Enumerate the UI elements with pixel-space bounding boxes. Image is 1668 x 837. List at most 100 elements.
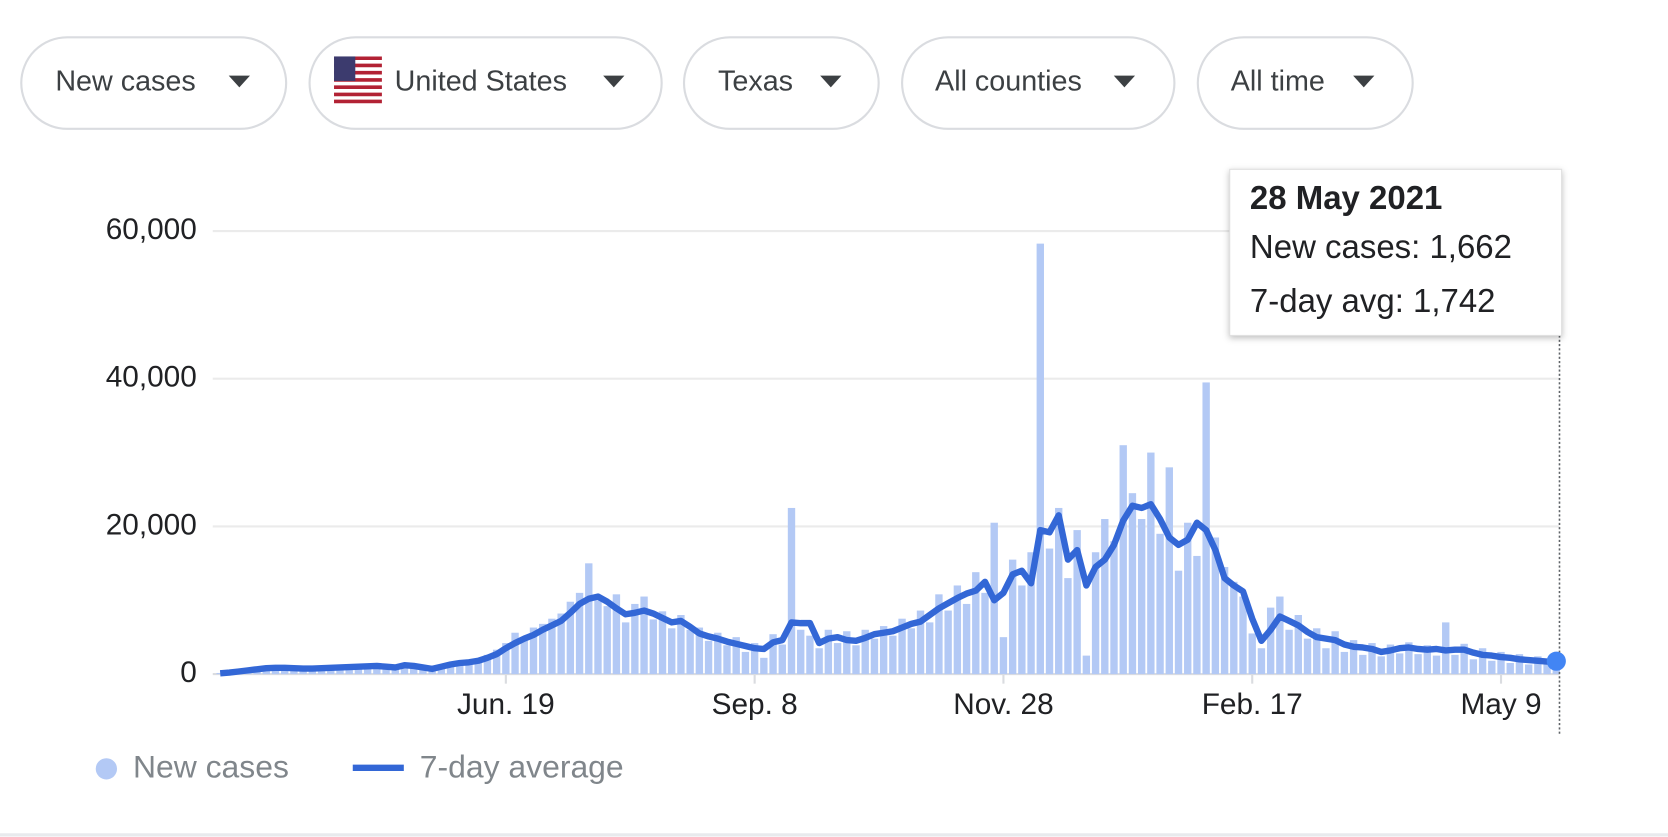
bar — [833, 643, 842, 675]
bar — [1386, 644, 1395, 675]
bar — [373, 665, 381, 675]
bar — [1174, 570, 1183, 675]
bar — [631, 603, 639, 675]
chip-border[interactable] — [20, 36, 288, 130]
bar — [1331, 631, 1339, 675]
bar — [649, 619, 657, 675]
hover-dot — [1546, 651, 1566, 671]
bar — [1036, 243, 1044, 675]
bar — [1506, 662, 1514, 675]
x-tick-label: Jun. 19 — [457, 688, 555, 721]
filter-chip[interactable]: All time — [1196, 36, 1414, 130]
chip-label[interactable]: All counties — [935, 66, 1082, 98]
filter-chip[interactable]: Texas — [682, 36, 880, 130]
chip-label[interactable]: All time — [1231, 66, 1325, 98]
chip-label[interactable]: Texas — [718, 66, 793, 98]
bar — [1220, 567, 1229, 675]
chip-label[interactable]: New cases — [55, 66, 195, 98]
bar — [1018, 585, 1026, 675]
bar — [750, 643, 759, 675]
dropdown-arrow[interactable] — [603, 75, 625, 88]
bar — [843, 631, 851, 675]
bar — [594, 600, 602, 675]
chip-label[interactable]: United States — [395, 66, 567, 98]
bar — [640, 596, 648, 675]
bar — [953, 585, 962, 675]
bar — [1119, 445, 1127, 675]
bar — [1193, 555, 1201, 675]
chip-border[interactable] — [682, 36, 880, 130]
dropdown-arrow[interactable] — [1113, 75, 1136, 88]
bar — [1248, 633, 1256, 675]
bar — [677, 615, 685, 675]
filter-chip[interactable]: New cases — [20, 36, 288, 130]
bar — [1184, 522, 1192, 675]
axes: 0 20,000 40,000 60,000 Jun. 19 Sep. 8 Nov. 28 F… — [106, 213, 1542, 721]
dropdown-arrow[interactable] — [820, 75, 842, 88]
bar — [1027, 552, 1035, 675]
bar — [1497, 651, 1505, 675]
bar — [621, 622, 630, 675]
bar — [271, 668, 280, 675]
bar — [889, 635, 897, 675]
filter-chip[interactable]: All counties — [901, 36, 1176, 130]
lines — [219, 501, 1557, 677]
bar — [1008, 559, 1017, 675]
bar — [410, 667, 418, 675]
filter-chip[interactable]: United States — [308, 36, 663, 130]
bar — [446, 663, 455, 675]
y-tick-label: 60,000 — [106, 213, 197, 246]
chip-border[interactable] — [1196, 36, 1414, 130]
x-tick-label: Feb. 17 — [1202, 688, 1303, 721]
bar — [603, 606, 611, 675]
bar — [686, 629, 694, 675]
chip-border[interactable] — [901, 36, 1176, 130]
y-tick-label: 20,000 — [106, 508, 197, 541]
bar — [511, 632, 519, 675]
bar — [732, 637, 740, 675]
bar — [1266, 607, 1275, 675]
bar — [1515, 654, 1524, 675]
bar — [539, 623, 547, 675]
bar — [907, 628, 915, 675]
bar — [1294, 615, 1302, 675]
chip-border[interactable] — [308, 36, 663, 130]
y-tick-label: 40,000 — [106, 361, 197, 394]
bar — [1230, 581, 1238, 675]
bar — [668, 628, 676, 675]
bar — [400, 663, 409, 675]
bar — [1211, 537, 1220, 675]
bar — [926, 622, 934, 675]
bar — [354, 665, 363, 675]
bar — [1147, 452, 1155, 675]
bar — [1110, 541, 1118, 675]
bar — [704, 640, 713, 675]
bar — [1414, 654, 1422, 675]
bar — [1405, 642, 1413, 675]
bar — [1303, 638, 1312, 675]
bar — [1322, 648, 1330, 675]
tooltip-line: 7-day avg: 1,742 — [1250, 282, 1496, 319]
bar — [1359, 654, 1367, 675]
bar — [465, 662, 473, 675]
bar — [520, 640, 528, 675]
bar — [1432, 655, 1441, 675]
bar — [1478, 648, 1487, 675]
dropdown-arrow[interactable] — [1353, 75, 1375, 88]
filters: New cases United States Texas All counti… — [20, 36, 1414, 130]
dropdown-arrow[interactable] — [228, 75, 250, 88]
bar — [1137, 519, 1146, 675]
bar — [760, 657, 768, 675]
x-tick-label: Sep. 8 — [712, 688, 798, 721]
bar — [861, 629, 869, 675]
bar — [456, 661, 464, 675]
bar — [972, 572, 980, 675]
bar — [787, 507, 796, 675]
bar — [1451, 654, 1459, 675]
bar — [879, 626, 888, 675]
bar — [741, 651, 750, 675]
tooltip: 28 May 2021 New cases: 1,662 7-day avg: … — [1229, 168, 1566, 735]
bar — [658, 611, 667, 675]
bar — [474, 658, 482, 675]
